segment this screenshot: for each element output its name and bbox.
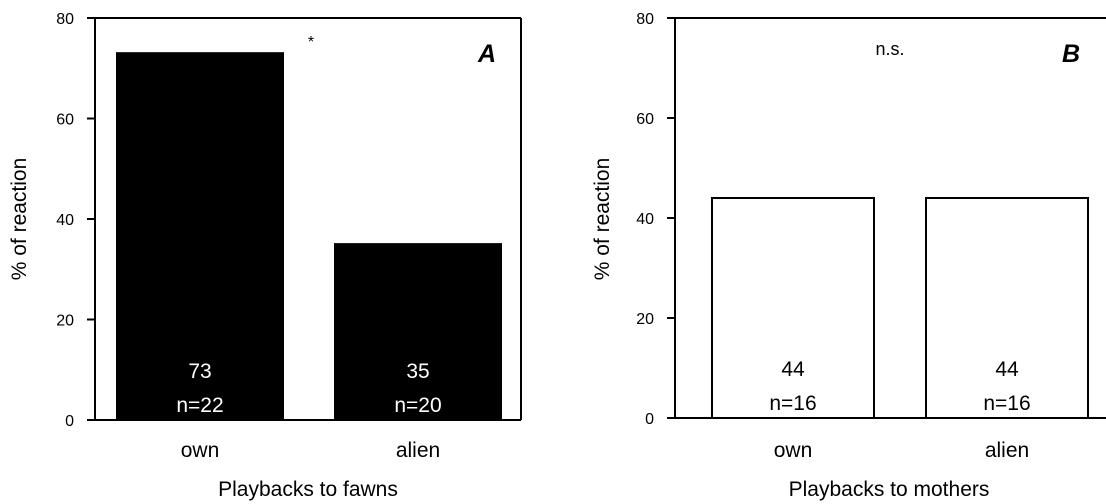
panel-b-y-axis-label: % of reaction bbox=[591, 158, 614, 281]
panel-a-category-label: alien bbox=[396, 439, 440, 462]
panel-a-y-tick-label: 60 bbox=[56, 112, 74, 129]
panel-a-n-label: n=22 bbox=[176, 394, 223, 417]
panel-a-y-axis-label: % of reaction bbox=[8, 158, 31, 281]
panel-b-y-tick-label: 80 bbox=[636, 11, 654, 28]
panel-b-value-label: 44 bbox=[995, 358, 1019, 381]
panel-a: 0 20 40 60 80 73 n=22 own 35 n=20 alien % of reac… bbox=[8, 11, 522, 501]
panel-b: 0 20 40 60 80 44 n=16 own 44 n=16 alien % of reac… bbox=[591, 11, 1106, 501]
panel-a-x-axis-label: Playbacks to fawns bbox=[218, 478, 398, 501]
panel-a-y-tick-label: 80 bbox=[56, 11, 74, 28]
panel-a-value-label: 73 bbox=[188, 360, 211, 383]
panel-b-significance-marker: n.s. bbox=[875, 39, 904, 59]
panel-b-letter: B bbox=[1062, 40, 1080, 68]
panel-b-y-tick-label: 20 bbox=[636, 311, 654, 328]
panel-a-y-tick-label: 40 bbox=[56, 212, 74, 229]
panel-b-y-tick-label: 40 bbox=[636, 211, 654, 228]
panel-a-bars: 73 n=22 own 35 n=20 alien bbox=[116, 52, 502, 462]
panel-a-bar-alien bbox=[334, 243, 502, 421]
panel-a-y-tick-label: 0 bbox=[65, 413, 74, 430]
panel-b-category-label: alien bbox=[985, 439, 1029, 462]
panel-b-n-label: n=16 bbox=[983, 392, 1030, 415]
panel-b-y-ticks: 0 20 40 60 80 bbox=[636, 11, 675, 428]
panel-b-bar-alien bbox=[925, 197, 1089, 419]
panel-a-bar-own bbox=[116, 52, 284, 422]
panel-b-x-axis-label: Playbacks to mothers bbox=[789, 478, 990, 501]
panel-a-value-label: 35 bbox=[406, 360, 429, 383]
panel-b-y-tick-label: 60 bbox=[636, 111, 654, 128]
panel-b-value-label: 44 bbox=[781, 358, 805, 381]
panel-b-bars: 44 n=16 own 44 n=16 alien bbox=[711, 197, 1089, 462]
panel-a-category-label: own bbox=[181, 439, 220, 462]
panel-a-significance-marker: * bbox=[308, 34, 314, 51]
panel-a-letter: A bbox=[477, 40, 496, 68]
panel-a-y-ticks: 0 20 40 60 80 bbox=[56, 11, 95, 430]
panel-b-category-label: own bbox=[774, 439, 813, 462]
panel-b-bar-own bbox=[711, 197, 875, 419]
panel-a-y-tick-label: 20 bbox=[56, 313, 74, 330]
panel-b-n-label: n=16 bbox=[769, 392, 816, 415]
panel-b-y-tick-label: 0 bbox=[645, 411, 654, 428]
panel-a-n-label: n=20 bbox=[394, 394, 441, 417]
